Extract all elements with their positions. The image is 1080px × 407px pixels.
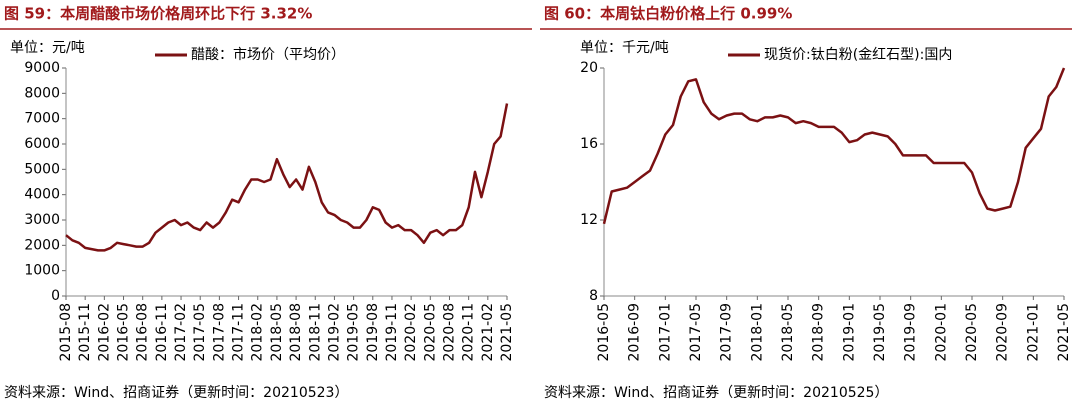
y-tick-label: 8 [589, 288, 598, 304]
x-tick-label: 2016-08 [135, 303, 151, 362]
x-tick-label: 2017-11 [231, 303, 247, 362]
source-note: 资料来源：Wind、招商证券（更新时间：20210523） [4, 385, 348, 401]
x-tick-label: 2019-05 [346, 303, 362, 362]
x-tick-label: 2016-02 [96, 303, 112, 362]
x-tick-label: 2016-09 [627, 303, 643, 362]
y-tick-label: 7000 [24, 111, 60, 127]
x-tick-label: 2017-02 [173, 303, 189, 362]
x-tick-label: 2017-05 [688, 303, 704, 362]
x-tick-label: 2019-05 [872, 303, 888, 362]
x-tick-label: 2020-05 [964, 303, 980, 362]
series-line [602, 67, 1066, 225]
x-tick-label: 2019-02 [326, 303, 342, 362]
x-tick-label: 2018-08 [288, 303, 304, 362]
x-tick-label: 2021-05 [499, 303, 515, 362]
y-tick-label: 4000 [24, 187, 60, 203]
x-tick-label: 2017-09 [719, 303, 735, 362]
x-tick-label: 2018-01 [749, 303, 765, 362]
y-tick-label: 8000 [24, 85, 60, 101]
x-tick-label: 2020-01 [933, 303, 949, 362]
x-tick-label: 2018-02 [250, 303, 266, 362]
chart: 图 59：本周醋酸市场价格周环比下行 3.32% 单位：元/吨 醋酸：市场价（平均价… [0, 5, 532, 401]
x-tick-label: 2016-05 [116, 303, 132, 362]
x-tick-label: 2018-05 [269, 303, 285, 362]
x-tick-label: 2016-05 [596, 303, 612, 362]
y-tick-label: 16 [580, 136, 598, 152]
y-tick-label: 5000 [24, 161, 60, 177]
chart-title: 图 59：本周醋酸市场价格周环比下行 3.32% [4, 5, 312, 23]
x-tick-label: 2019-11 [384, 303, 400, 362]
y-tick-label: 9000 [24, 60, 60, 76]
unit-label: 单位：元/吨 [10, 40, 85, 56]
x-tick-label: 2020-09 [995, 303, 1011, 362]
x-tick-label: 2020-02 [403, 303, 419, 362]
x-tick-label: 2015-08 [58, 303, 74, 362]
x-tick-label: 2019-08 [365, 303, 381, 362]
legend-label: 醋酸：市场价（平均价） [191, 46, 345, 63]
y-tick-label: 0 [51, 288, 60, 304]
source-note: 资料来源：Wind、招商证券（更新时间：20210525） [544, 385, 888, 401]
chart: 图 60：本周钛白粉价格上行 0.99% 单位：千元/吨 现货价:钛白粉(金红石型)… [540, 5, 1072, 401]
x-tick-label: 2018-05 [780, 303, 796, 362]
x-tick-label: 2021-01 [1025, 303, 1041, 362]
x-tick-label: 2017-01 [657, 303, 673, 362]
x-tick-label: 2021-05 [1056, 303, 1072, 362]
x-tick-label: 2018-11 [307, 303, 323, 362]
chart-title: 图 60：本周钛白粉价格上行 0.99% [544, 5, 792, 23]
x-tick-label: 2017-08 [211, 303, 227, 362]
legend-label: 现货价:钛白粉(金红石型):国内 [764, 46, 952, 63]
y-tick-label: 20 [580, 60, 598, 76]
y-tick-label: 3000 [24, 212, 60, 228]
x-tick-label: 2017-05 [192, 303, 208, 362]
x-tick-label: 2016-11 [154, 303, 170, 362]
y-tick-label: 6000 [24, 136, 60, 152]
unit-label: 单位：千元/吨 [580, 40, 669, 56]
x-tick-label: 2015-11 [77, 303, 93, 362]
x-tick-label: 2020-05 [422, 303, 438, 362]
x-tick-label: 2019-09 [903, 303, 919, 362]
x-tick-label: 2020-11 [461, 303, 477, 362]
x-tick-label: 2020-08 [441, 303, 457, 362]
x-tick-label: 2018-09 [811, 303, 827, 362]
y-tick-label: 1000 [24, 263, 60, 279]
y-tick-label: 12 [580, 212, 598, 228]
y-tick-label: 2000 [24, 237, 60, 253]
x-tick-label: 2019-01 [841, 303, 857, 362]
x-tick-label: 2021-02 [480, 303, 496, 362]
series-line [65, 103, 509, 252]
